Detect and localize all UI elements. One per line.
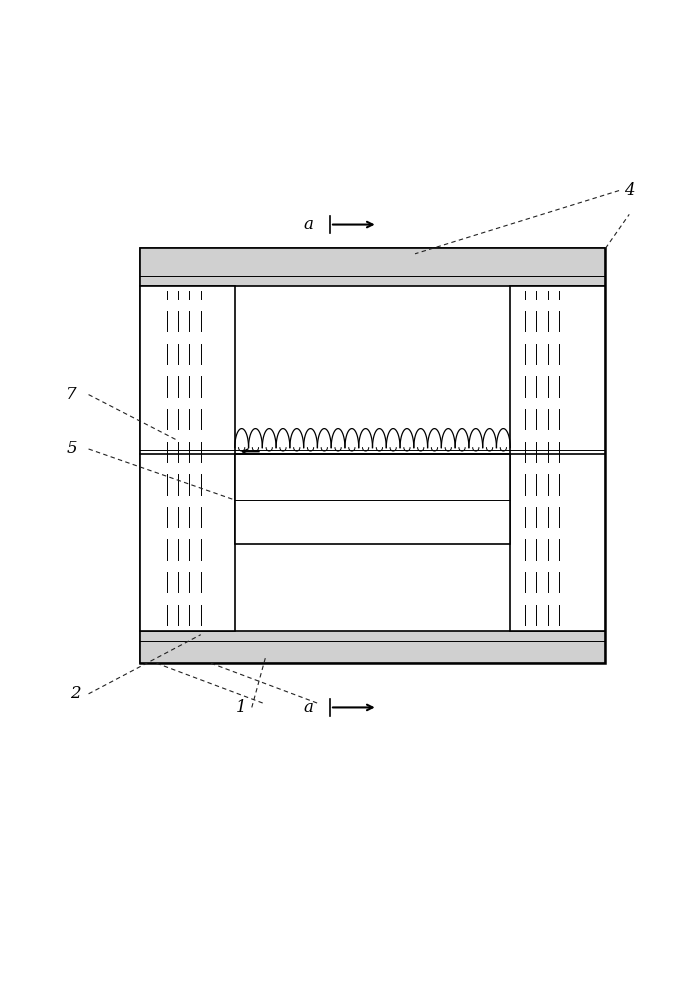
Text: 1: 1 [236,699,247,716]
Bar [139,631,605,663]
Bar [139,248,605,286]
Text: 4: 4 [624,182,634,199]
Text: 7: 7 [66,386,77,403]
Text: a: a [303,216,313,233]
Bar [139,248,605,663]
Text: a: a [303,699,313,716]
Text: 2: 2 [69,685,81,702]
Text: 5: 5 [66,440,77,457]
Bar [139,286,235,631]
Bar [510,286,605,631]
Bar [235,454,510,544]
